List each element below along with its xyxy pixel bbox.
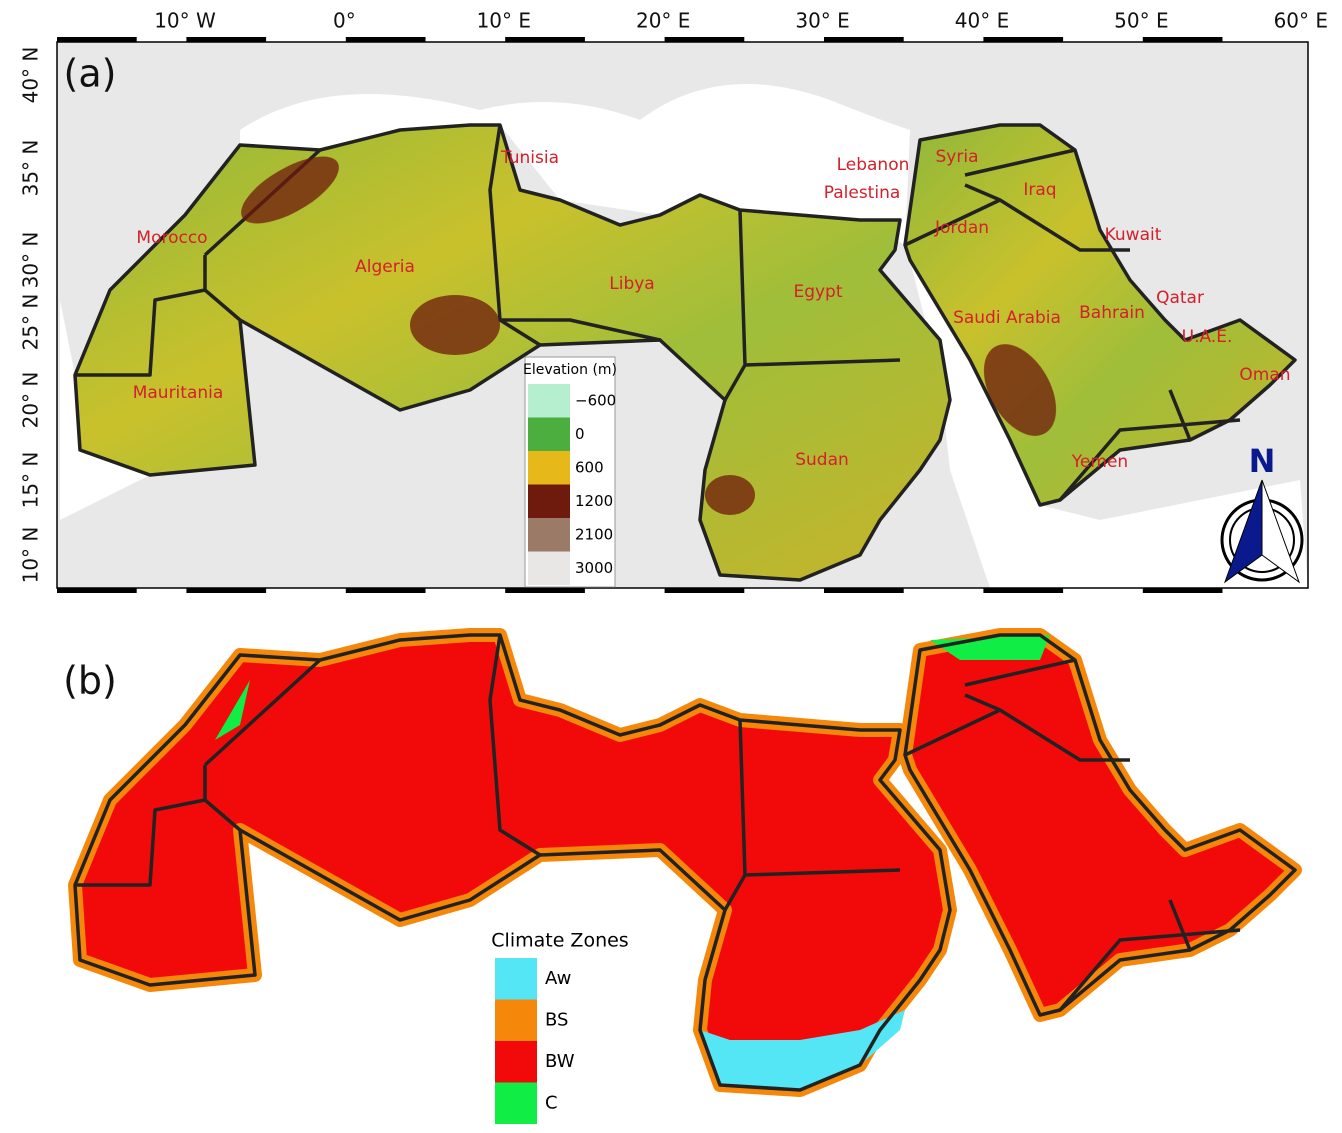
longitude-label: 20° E	[636, 9, 690, 33]
border-segment	[186, 37, 267, 42]
legend-swatch	[528, 551, 570, 585]
legend-title: Climate Zones	[491, 930, 628, 952]
border-segment	[983, 588, 1064, 593]
map-b	[68, 628, 1302, 1097]
country-label: Iraq	[1023, 180, 1056, 200]
country-label: Morocco	[136, 228, 207, 248]
legend-label: BW	[545, 1051, 575, 1072]
legend-label: 0	[575, 425, 585, 443]
latitude-label: 10° N	[19, 527, 43, 584]
legend-label: C	[545, 1093, 558, 1114]
border-segment	[664, 588, 745, 593]
border-segment	[983, 37, 1064, 42]
country-label: Libya	[609, 274, 654, 294]
country-label: Oman	[1239, 365, 1290, 385]
legend-swatch	[528, 451, 570, 485]
country-label: Bahrain	[1079, 303, 1145, 323]
longitude-label: 10° W	[154, 9, 216, 33]
border-segment	[505, 588, 585, 593]
graticule-border: 10° W 0° 10° E 20° E 30° E 40° E 50° E 60° E 40°…	[19, 9, 1328, 593]
country-label: Kuwait	[1105, 225, 1162, 245]
legend-label: 2100	[575, 526, 613, 544]
longitude-label: 10° E	[477, 9, 531, 33]
border-segment	[57, 37, 137, 42]
country-labels: Morocco Algeria Tunisia Libya Egypt Lebanon Pa…	[133, 147, 1291, 472]
country-label: Jordan	[934, 218, 989, 238]
country-label: Lebanon	[837, 155, 910, 175]
country-label: Palestina	[824, 183, 901, 203]
latitude-label: 15° N	[19, 452, 43, 509]
country-label: Tunisia	[500, 148, 559, 168]
border-segment	[345, 37, 426, 42]
legend-swatch	[495, 958, 537, 1000]
climate-legend: Climate Zones Aw BS BW C	[491, 930, 629, 1124]
country-label: Saudi Arabia	[953, 308, 1061, 328]
legend-swatch	[528, 384, 570, 418]
country-label: Egypt	[793, 282, 842, 302]
legend-swatch	[495, 1041, 537, 1083]
map-a	[57, 42, 1308, 588]
legend-label: 1200	[575, 492, 613, 510]
longitude-label: 0°	[333, 9, 356, 33]
latitude-label: 20° N	[19, 372, 43, 429]
panel-label: (b)	[63, 659, 117, 703]
country-label: Syria	[936, 147, 979, 167]
latitude-label: 40° N	[19, 47, 43, 104]
border-segment	[824, 588, 904, 593]
country-label: Mauritania	[133, 383, 224, 403]
country-label: Yemen	[1071, 452, 1128, 472]
elevation-legend: Elevation (m) −600 0 600 1200 2100 3000	[523, 356, 617, 588]
legend-label: BS	[545, 1010, 568, 1031]
border-segment	[1142, 37, 1223, 42]
north-arrow: N	[1220, 442, 1304, 584]
border-segment	[1142, 588, 1223, 593]
longitude-label: 60° E	[1274, 9, 1328, 33]
border-segment	[664, 37, 745, 42]
legend-label: 600	[575, 459, 604, 477]
border-segment	[824, 37, 904, 42]
longitude-label: 30° E	[795, 9, 849, 33]
country-label: Sudan	[795, 450, 849, 470]
country-label: U.A.E.	[1182, 327, 1233, 347]
legend-label: −600	[575, 392, 616, 410]
latitude-label: 25° N	[19, 294, 43, 351]
border-segment	[57, 588, 137, 593]
border-segment	[345, 588, 426, 593]
panel-label: (a)	[64, 52, 117, 96]
country-label: Qatar	[1156, 288, 1204, 308]
country-label: Algeria	[355, 257, 415, 277]
longitude-label: 40° E	[955, 9, 1009, 33]
legend-label: 3000	[575, 559, 613, 577]
legend-swatch	[528, 417, 570, 451]
north-label: N	[1249, 442, 1276, 480]
longitude-label: 50° E	[1114, 9, 1168, 33]
latitude-label: 35° N	[19, 140, 43, 197]
latitude-label: 30° N	[19, 232, 43, 289]
legend-swatch	[528, 484, 570, 518]
legend-swatch	[528, 518, 570, 552]
legend-swatch	[495, 1082, 537, 1124]
border-segment	[186, 588, 267, 593]
legend-label: Aw	[545, 968, 571, 989]
legend-swatch	[495, 999, 537, 1041]
legend-title: Elevation (m)	[523, 362, 617, 378]
border-segment	[505, 37, 585, 42]
